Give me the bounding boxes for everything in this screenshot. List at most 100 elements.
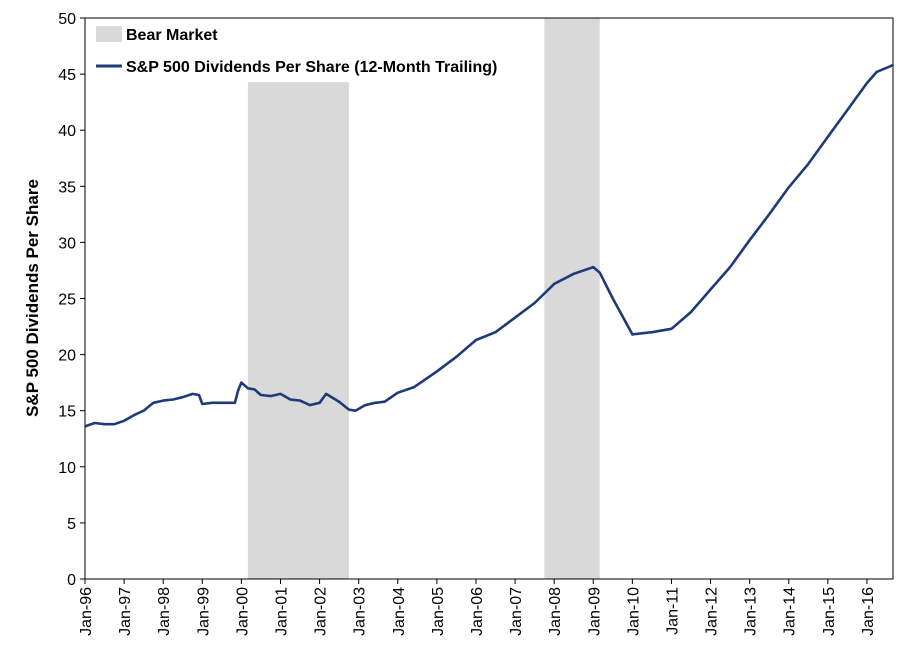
data-point-1999-12 [237,389,240,392]
data-point-2004-01 [396,391,399,394]
y-tick-label-50: 50 [58,11,76,28]
y-tick-label-20: 20 [58,348,76,365]
data-point-1998-12 [198,393,201,396]
data-point-2011-01 [670,327,673,330]
data-point-1996-10 [113,423,116,426]
data-point-1997-01 [123,419,126,422]
data-point-2005-07 [455,355,458,358]
data-point-2002-03 [325,392,328,395]
data-point-2002-01 [318,401,321,404]
y-tick-label-35: 35 [58,179,76,196]
data-point-2001-04 [289,398,292,401]
data-point-2015-07 [846,109,849,112]
data-point-1998-04 [171,398,174,401]
data-point-2014-01 [787,186,790,189]
y-tick-label-45: 45 [58,67,76,84]
bear-market-bands [247,18,600,579]
data-point-1998-01 [162,399,165,402]
x-axis: Jan-96 Jan-97 Jan-98 Jan-99 Jan-00 Jan-01 Jan-… [78,579,877,636]
data-point-2016-04 [875,70,878,73]
y-tick-label-15: 15 [58,404,76,421]
data-point-2000-05 [253,388,256,391]
data-point-2001-07 [299,399,302,402]
data-point-1999-04 [211,401,214,404]
data-point-2013-01 [748,239,751,242]
data-point-2009-07 [611,297,614,300]
x-tick-label-Jan-96: Jan-96 [78,587,95,636]
x-tick-label-Jan-99: Jan-99 [195,587,212,636]
data-point-2007-01 [514,316,517,319]
x-tick-label-Jan-15: Jan-15 [821,587,838,636]
data-point-1996-01 [84,425,86,428]
x-tick-label-Jan-09: Jan-09 [586,587,603,636]
data-point-2011-07 [690,310,692,313]
data-point-2012-01 [709,288,712,291]
x-tick-label-Jan-08: Jan-08 [547,587,564,636]
data-point-2003-03 [364,404,367,407]
x-tick-label-Jan-05: Jan-05 [430,587,447,636]
x-tick-label-Jan-12: Jan-12 [704,587,721,636]
x-tick-label-Jan-02: Jan-02 [313,587,330,636]
data-point-1998-07 [181,396,184,399]
data-point-1996-04 [93,422,96,425]
y-tick-label-5: 5 [67,516,76,533]
data-point-2016-09 [892,64,894,67]
bear-market-band-1 [247,82,349,579]
data-point-2008-01 [553,282,556,285]
data-point-2002-12 [354,409,357,412]
x-tick-label-Jan-04: Jan-04 [391,587,408,636]
data-point-2000-03 [246,387,249,390]
y-tick-label-30: 30 [58,235,76,252]
y-tick-label-40: 40 [58,123,76,140]
x-tick-label-Jan-98: Jan-98 [156,587,173,636]
series-layer [84,63,894,428]
x-tick-label-Jan-11: Jan-11 [664,587,681,635]
data-point-2001-01 [279,392,282,395]
data-point-2007-07 [533,301,536,304]
data-point-2008-07 [572,272,575,275]
x-tick-label-Jan-10: Jan-10 [625,587,642,636]
data-point-2003-09 [383,400,386,403]
legend: Bear Market S&P 500 Dividends Per Share … [96,26,497,76]
data-point-2004-10 [426,377,429,380]
x-tick-label-Jan-00: Jan-00 [234,587,251,636]
data-point-2012-07 [729,266,732,269]
y-tick-label-10: 10 [58,460,76,477]
data-point-2009-01 [592,266,595,269]
data-point-2005-01 [435,370,438,373]
legend-label-bear-market: Bear Market [126,27,218,44]
legend-label-dividends: S&P 500 Dividends Per Share (12-Month Tr… [126,59,497,76]
legend-swatch-bear-market [96,26,122,42]
y-axis-title: S&P 500 Dividends Per Share [23,179,42,417]
x-tick-label-Jan-16: Jan-16 [860,587,877,636]
y-tick-label-25: 25 [58,292,76,309]
data-point-2015-01 [826,135,829,138]
y-tick-label-0: 0 [67,572,76,589]
data-point-2000-01 [240,381,243,384]
series-line-1 [84,63,894,428]
x-tick-label-Jan-01: Jan-01 [273,587,290,636]
data-point-2001-10 [308,404,311,407]
data-point-1999-01 [201,402,204,405]
data-point-1998-10 [191,392,194,395]
data-point-2013-07 [768,213,771,216]
data-point-1997-07 [142,409,145,412]
data-point-2003-06 [373,401,376,404]
data-point-2010-01 [631,333,634,336]
data-point-2014-07 [807,162,810,165]
y-axis: 0 5 10 15 20 25 30 35 40 45 50 [58,11,85,589]
data-point-1997-04 [132,414,135,417]
data-point-2000-10 [269,395,272,398]
data-point-2000-07 [259,393,262,396]
x-tick-label-Jan-06: Jan-06 [469,587,486,636]
data-point-2010-07 [650,331,653,334]
x-tick-label-Jan-97: Jan-97 [117,587,134,636]
data-point-1999-11 [233,401,236,404]
data-point-2002-10 [347,408,350,411]
x-tick-label-Jan-13: Jan-13 [743,587,760,636]
data-point-2004-06 [413,386,416,389]
data-point-2009-03 [598,271,601,274]
data-point-2006-07 [494,331,497,334]
data-point-2016-01 [865,82,868,85]
data-point-1999-07 [220,401,223,404]
